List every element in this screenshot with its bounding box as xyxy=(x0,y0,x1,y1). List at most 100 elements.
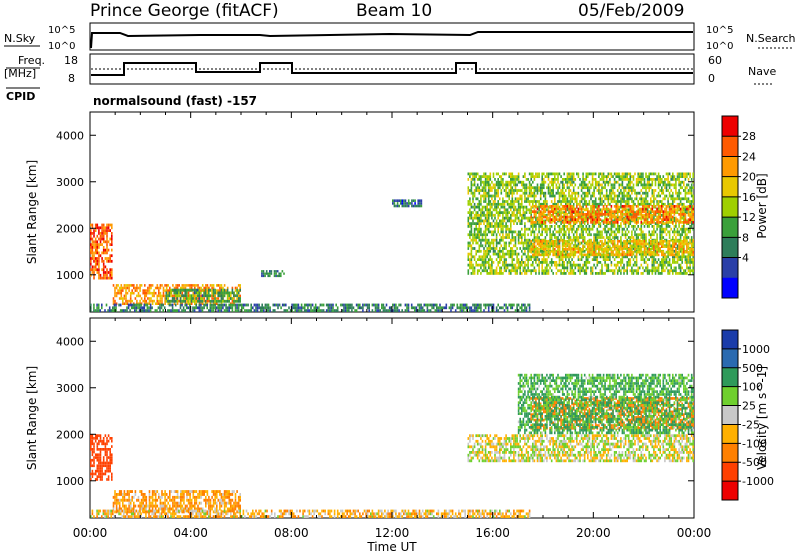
heatmap-cell xyxy=(492,309,495,312)
heatmap-cell xyxy=(563,191,565,195)
heatmap-cell xyxy=(561,183,564,187)
heatmap-cell xyxy=(522,216,525,220)
heatmap-cell xyxy=(236,303,238,307)
heatmap-cell xyxy=(475,233,477,237)
heatmap-cell xyxy=(563,249,565,253)
heatmap-cell xyxy=(585,258,588,261)
heatmap-cell xyxy=(645,172,647,176)
heatmap-cell xyxy=(148,291,151,295)
heatmap-cell xyxy=(208,297,210,300)
heatmap-cell xyxy=(185,291,188,295)
heatmap-cell xyxy=(158,299,160,303)
heatmap-cell xyxy=(683,216,685,220)
heatmap-cell xyxy=(179,297,182,300)
heatmap-cell xyxy=(602,186,605,190)
heatmap-cell xyxy=(650,183,652,187)
heatmap-cell xyxy=(478,186,481,190)
heatmap-cell xyxy=(661,213,663,217)
heatmap-cell xyxy=(476,309,479,312)
heatmap-cell xyxy=(276,270,279,273)
heatmap-cell xyxy=(292,306,295,310)
heatmap-cell xyxy=(643,236,646,239)
heatmap-cell xyxy=(209,299,212,303)
heatmap-cell xyxy=(541,178,543,181)
heatmap-cell xyxy=(536,172,539,176)
heatmap-cell xyxy=(94,268,97,272)
heatmap-cell xyxy=(538,272,540,275)
heatmap-cell xyxy=(662,183,665,187)
heatmap-cell xyxy=(552,207,554,211)
heatmap-cell xyxy=(395,204,397,208)
heatmap-cell xyxy=(142,299,144,303)
heatmap-cell xyxy=(594,255,597,259)
heatmap-cell xyxy=(576,172,578,176)
heatmap-cell xyxy=(241,306,243,310)
heatmap-cell xyxy=(642,222,644,225)
heatmap-cell xyxy=(536,255,539,259)
heatmap-cell xyxy=(497,213,499,217)
heatmap-cell xyxy=(571,207,573,211)
heatmap-cell xyxy=(528,249,531,253)
heatmap-cell xyxy=(561,189,564,192)
heatmap-cell xyxy=(125,289,127,292)
heatmap-cell xyxy=(539,215,542,219)
heatmap-cell xyxy=(569,175,572,178)
heatmap-cell xyxy=(659,261,661,264)
heatmap-cell xyxy=(684,236,687,239)
heatmap-cell xyxy=(473,233,476,237)
heatmap-cell xyxy=(332,306,334,310)
heatmap-cell xyxy=(487,238,490,242)
heatmap-cell xyxy=(675,261,677,264)
heatmap-cell xyxy=(503,261,506,264)
heatmap-cell xyxy=(300,303,303,307)
heatmap-cell xyxy=(513,266,515,270)
heatmap-cell xyxy=(429,303,432,307)
heatmap-cell xyxy=(675,216,677,220)
heatmap-cell xyxy=(550,218,553,221)
heatmap-cell xyxy=(642,233,644,237)
heatmap-cell xyxy=(528,189,531,192)
heatmap-cell xyxy=(491,303,493,307)
heatmap-cell xyxy=(480,227,482,231)
heatmap-cell xyxy=(264,274,266,278)
heatmap-cell xyxy=(494,191,496,195)
heatmap-cell xyxy=(561,211,564,214)
heatmap-cell xyxy=(528,216,531,220)
heatmap-cell xyxy=(638,202,641,206)
heatmap-cell xyxy=(499,261,501,264)
heatmap-cell xyxy=(91,240,94,244)
heatmap-cell xyxy=(220,284,223,287)
heatmap-cell xyxy=(678,202,680,206)
heatmap-cell xyxy=(360,306,363,310)
heatmap-cell xyxy=(536,205,539,209)
heatmap-cell xyxy=(678,272,680,275)
heatmap-cell xyxy=(591,175,594,178)
heatmap-cell xyxy=(546,218,548,221)
heatmap-cell xyxy=(665,189,668,192)
heatmap-cell xyxy=(598,183,600,187)
heatmap-cell xyxy=(593,194,595,198)
heatmap-cell xyxy=(558,227,561,231)
heatmap-cell xyxy=(675,230,677,234)
heatmap-cell xyxy=(582,191,584,195)
heatmap-cell xyxy=(654,249,657,253)
heatmap-cell xyxy=(580,241,583,245)
heatmap-cell xyxy=(487,230,490,234)
heatmap-cell xyxy=(541,172,543,176)
heatmap-cell xyxy=(637,202,639,206)
heatmap-cell xyxy=(237,297,240,300)
heatmap-cell xyxy=(133,284,135,287)
heatmap-cell xyxy=(525,227,528,231)
heatmap-cell xyxy=(472,238,474,242)
heatmap-cell xyxy=(415,204,418,208)
heatmap-cell xyxy=(554,261,556,264)
heatmap-cell xyxy=(667,183,669,187)
heatmap-cell xyxy=(98,251,100,255)
heatmap-cell xyxy=(170,294,173,298)
heatmap-cell xyxy=(497,180,499,184)
heatmap-cell xyxy=(253,309,256,312)
heatmap-cell xyxy=(187,302,190,305)
heatmap-cell xyxy=(436,309,438,312)
heatmap-cell xyxy=(187,291,190,295)
heatmap-cell xyxy=(679,172,682,176)
